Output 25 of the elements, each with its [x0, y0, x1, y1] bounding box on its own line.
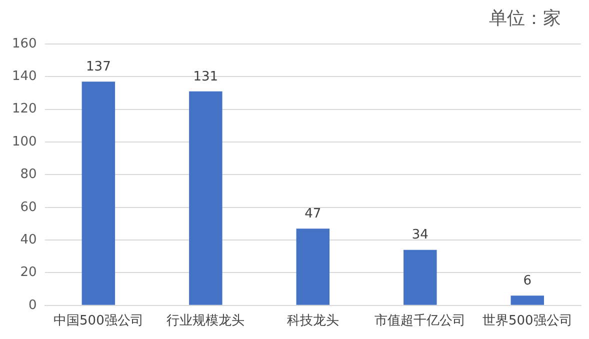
x-tick-label: 科技龙头	[286, 314, 339, 329]
data-label: 137	[86, 59, 111, 74]
data-label: 131	[193, 69, 218, 84]
data-label: 6	[523, 273, 532, 288]
y-tick-label: 0	[28, 298, 37, 313]
bar	[404, 250, 437, 305]
bar	[296, 228, 330, 305]
x-tick-label: 世界500强公司	[482, 314, 572, 329]
y-tick-label: 80	[20, 167, 37, 182]
y-tick-label: 120	[12, 102, 37, 117]
y-tick-label: 20	[20, 265, 37, 280]
x-tick-label: 市值超千亿公司	[374, 314, 466, 329]
data-label: 47	[304, 206, 322, 222]
data-label: 34	[412, 228, 428, 243]
bar	[189, 91, 222, 305]
y-tick-label: 60	[20, 200, 37, 215]
y-tick-label: 100	[12, 134, 37, 150]
text: 单位：家	[489, 7, 561, 30]
x-tick-label: 中国500强公司	[54, 314, 144, 329]
bar	[82, 82, 116, 305]
y-tick-label: 40	[20, 232, 37, 248]
bar	[510, 296, 544, 305]
y-tick-label: 140	[12, 69, 37, 84]
y-tick-label: 160	[12, 36, 37, 52]
x-tick-label: 行业规模龙头	[166, 314, 245, 329]
